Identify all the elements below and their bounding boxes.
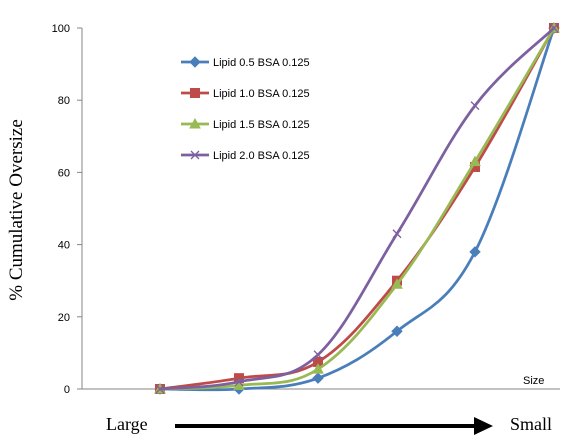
y-axis-title: % Cumulative Oversize <box>6 119 27 301</box>
y-tick-label: 100 <box>52 23 70 35</box>
legend-label: Lipid 0.5 BSA 0.125 <box>213 57 310 69</box>
series-group <box>154 21 560 395</box>
data-point <box>469 155 481 167</box>
data-point <box>549 23 559 33</box>
data-point <box>391 278 403 289</box>
legend-label: Lipid 1.0 BSA 0.125 <box>213 88 310 100</box>
y-tick-label: 80 <box>58 95 70 107</box>
data-point <box>469 246 481 258</box>
legend: Lipid 0.5 BSA 0.125 Lipid 1.0 BSA 0.125 Li… <box>181 56 310 162</box>
y-tick-label: 20 <box>58 312 70 324</box>
y-ticks: 0 20 40 60 80 100 <box>52 23 82 396</box>
legend-marker <box>189 56 201 68</box>
legend-marker <box>190 88 200 98</box>
data-point <box>155 384 165 394</box>
data-point <box>470 101 480 111</box>
legend-item: Lipid 0.5 BSA 0.125 <box>181 56 310 69</box>
axes: 0 20 40 60 80 100 <box>52 23 560 396</box>
data-point <box>313 350 323 360</box>
legend-marker <box>190 150 200 160</box>
series-4 <box>155 23 559 394</box>
legend-label: Lipid 2.0 BSA 0.125 <box>213 150 310 162</box>
arrow-left-label: Large <box>106 414 148 434</box>
y-tick-label: 0 <box>64 384 70 396</box>
size-direction-arrow: Large Small <box>106 414 552 435</box>
legend-item: Lipid 2.0 BSA 0.125 <box>181 150 310 162</box>
y-tick-label: 60 <box>58 167 70 179</box>
arrow-right-label: Small <box>510 414 552 434</box>
data-point <box>312 372 324 384</box>
legend-label: Lipid 1.5 BSA 0.125 <box>213 119 310 131</box>
y-tick-label: 40 <box>58 240 70 252</box>
x-axis-size-label: Size <box>523 375 544 387</box>
data-point <box>312 363 324 374</box>
data-point <box>392 229 402 239</box>
legend-item: Lipid 1.5 BSA 0.125 <box>181 117 310 131</box>
arrow-head <box>474 417 493 435</box>
data-point <box>234 377 244 387</box>
legend-item: Lipid 1.0 BSA 0.125 <box>181 88 310 100</box>
data-point <box>391 325 403 337</box>
legend-marker <box>189 117 201 129</box>
